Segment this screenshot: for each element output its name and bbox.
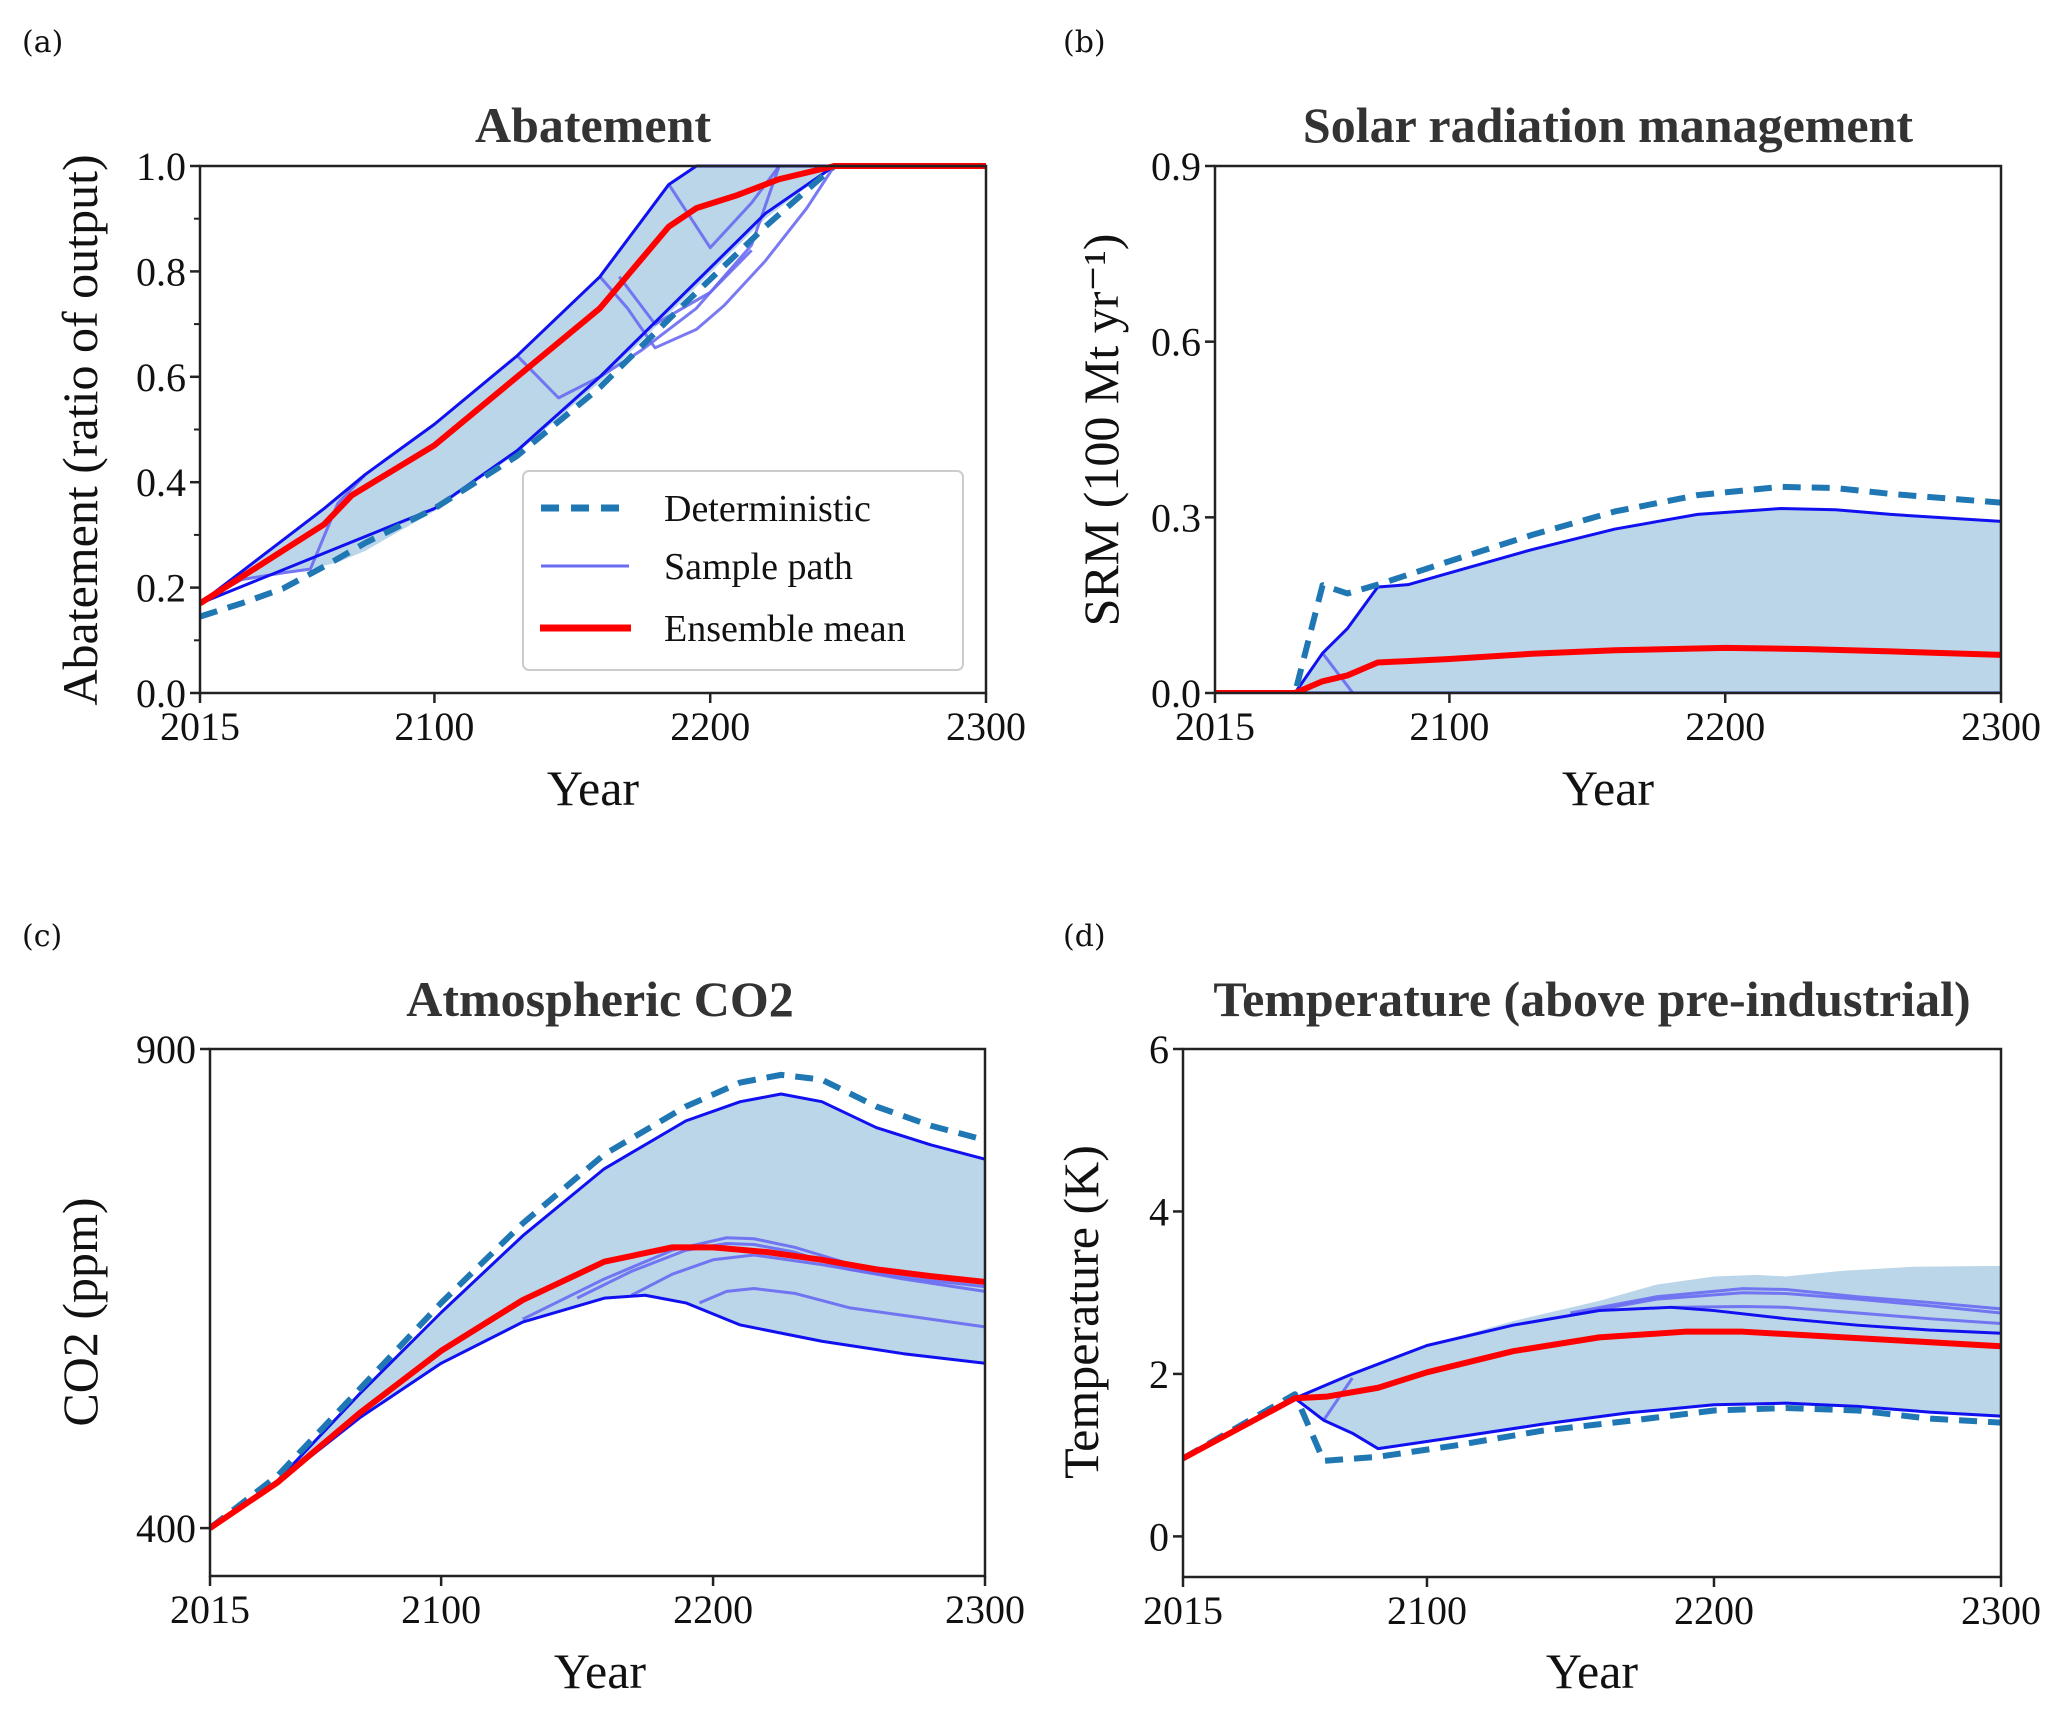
x-tick-label: 2300 — [1961, 704, 2041, 749]
plot-area — [1183, 1265, 2001, 1464]
series-sample-path-1 — [1322, 1377, 1354, 1422]
x-tick-label: 2100 — [394, 704, 474, 749]
series-sample-path-3 — [1570, 1291, 2001, 1317]
plot-area — [1215, 483, 2001, 693]
series-sample-path-3 — [598, 165, 836, 350]
y-tick-label: 400 — [136, 1506, 196, 1551]
series-sample-path-2 — [1570, 1287, 2001, 1315]
series-sample-path-2 — [576, 1242, 985, 1300]
series-sample-path-4 — [618, 249, 753, 326]
series-sample-path-4 — [1670, 1305, 2001, 1326]
x-axis-label: Year — [1562, 760, 1654, 816]
uncertainty-band — [210, 1094, 985, 1529]
x-tick-label: 2300 — [946, 704, 1026, 749]
x-axis-label: Year — [554, 1643, 646, 1699]
plot-area — [200, 163, 986, 620]
uncertainty-band — [1183, 1265, 2001, 1459]
legend-label-deterministic: Deterministic — [664, 488, 871, 530]
x-tick-label: 2100 — [401, 1587, 481, 1632]
panel-label: (c) — [22, 919, 62, 954]
y-tick-label: 900 — [136, 1027, 196, 1072]
y-tick-label: 0.2 — [136, 566, 186, 611]
panel-c: 2015 2100 2200 2300 400 900 (c) Atmospheric CO… — [22, 919, 1025, 1699]
y-tick-label: 0.9 — [1151, 144, 1201, 189]
y-tick-label: 0.6 — [1151, 320, 1201, 365]
chart-title: Abatement — [475, 97, 711, 153]
y-tick-label: 6 — [1149, 1027, 1169, 1072]
series-sample-path-upper — [200, 164, 986, 605]
y-tick-label: 0.6 — [136, 355, 186, 400]
series-ensemble-mean — [210, 1244, 985, 1531]
axes-frame — [208, 1047, 987, 1578]
series-deterministic — [200, 163, 986, 620]
panel-label: (d) — [1063, 919, 1106, 954]
series-sample-path-3 — [630, 1253, 985, 1297]
x-axis-label: Year — [1546, 1643, 1638, 1699]
x-tick-label: 2200 — [673, 1587, 753, 1632]
x-axis-label: Year — [547, 760, 639, 816]
series-deterministic — [1183, 1391, 2001, 1464]
x-tick-label: 2100 — [1409, 704, 1489, 749]
series-sample-path-4 — [698, 1287, 985, 1329]
axes-frame — [1213, 164, 2003, 695]
series-sample-path-lower — [1294, 1397, 2001, 1451]
legend-label-sample-path: Sample path — [664, 546, 853, 588]
y-tick-label: 0.0 — [136, 671, 186, 716]
x-tick-label: 2015 — [170, 1587, 250, 1632]
y-tick-label: 1.0 — [136, 144, 186, 189]
legend: Deterministic Sample path Ensemble mean — [522, 470, 964, 671]
x-tick-label: 2200 — [670, 704, 750, 749]
y-tick-label: 0.4 — [136, 460, 186, 505]
x-tick-label: 2300 — [1961, 1588, 2041, 1633]
panel-label: (a) — [22, 25, 63, 60]
series-ensemble-mean — [1183, 1328, 2001, 1462]
x-tick-label: 2100 — [1387, 1588, 1467, 1633]
y-tick-label: 0.0 — [1151, 671, 1201, 716]
y-tick-label: 0 — [1149, 1514, 1169, 1559]
series-ensemble-mean — [200, 163, 986, 606]
legend-label-ensemble-mean: Ensemble mean — [664, 608, 906, 650]
y-tick-label: 0.8 — [136, 249, 186, 294]
x-tick-label: 2200 — [1685, 704, 1765, 749]
x-tick-label: 2015 — [1175, 704, 1255, 749]
panel-a: 2015 2100 2200 2300 0.0 0.2 0.4 0.6 0.8 1.0 (a) Ab… — [22, 25, 1026, 816]
series-ensemble-mean — [1215, 644, 2001, 693]
series-sample-path-lower — [210, 1293, 985, 1530]
series-deterministic — [1215, 483, 2001, 693]
series-sample-path-upper — [210, 1092, 985, 1530]
series-sample-path-upper — [1293, 507, 2001, 693]
axes-frame — [1181, 1047, 2003, 1579]
y-tick-label: 2 — [1149, 1352, 1169, 1397]
x-tick-label: 2300 — [945, 1587, 1025, 1632]
y-tick-label: 4 — [1149, 1189, 1169, 1234]
x-tick-label: 2200 — [1674, 1588, 1754, 1633]
chart-title: Temperature (above pre-industrial) — [1213, 971, 1970, 1027]
chart-title: Solar radiation management — [1303, 97, 1914, 153]
panel-d: 2015 2100 2200 2300 0 2 4 6 (d) Temperature (abo… — [1053, 919, 2041, 1699]
x-tick-label: 2015 — [160, 704, 240, 749]
plot-area — [210, 1071, 985, 1531]
panel-label: (b) — [1063, 25, 1106, 60]
y-tick-label: 0.3 — [1151, 495, 1201, 540]
chart-title: Atmospheric CO2 — [406, 971, 793, 1027]
y-axis-label: CO2 (ppm) — [52, 1197, 108, 1426]
series-sample-path-1 — [1321, 652, 1355, 693]
x-tick-label: 2015 — [1143, 1588, 1223, 1633]
panel-b: 2015 2100 2200 2300 0.0 0.3 0.6 0.9 (b) Solar ra… — [1063, 25, 2041, 816]
y-axis-label: Temperature (K) — [1053, 1145, 1109, 1479]
y-axis-label: Abatement (ratio of output) — [52, 154, 108, 705]
y-axis-label: SRM (100 Mt yr⁻¹) — [1073, 234, 1129, 627]
legend-box — [522, 470, 964, 671]
series-sample-path-upper — [1294, 1305, 2001, 1400]
series-deterministic — [210, 1071, 985, 1531]
